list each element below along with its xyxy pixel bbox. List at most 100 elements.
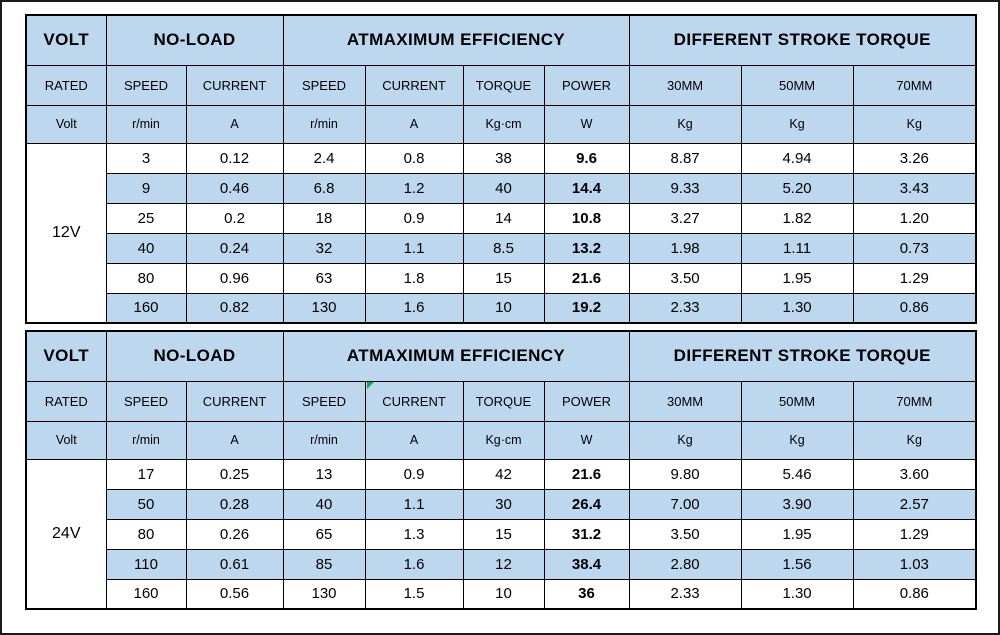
data-cell: 9.80 bbox=[628, 458, 742, 490]
data-cell: 1.30 bbox=[740, 578, 854, 610]
data-cell: 31.2 bbox=[543, 518, 630, 550]
unit-a-noload: A bbox=[185, 420, 284, 460]
data-cell: 1.95 bbox=[740, 262, 854, 294]
header-different-stroke-torque: DIFFERENT STROKE TORQUE bbox=[628, 14, 977, 66]
header-volt: VOLT bbox=[25, 14, 107, 66]
subheader-rated: RATED bbox=[25, 380, 107, 422]
data-cell: 1.5 bbox=[364, 578, 464, 610]
group-header-row: VOLT NO-LOAD ATMAXIMUM EFFICIENCY DIFFER… bbox=[25, 14, 977, 66]
sub-header-row: RATED SPEED CURRENT SPEED CURRENT TORQUE… bbox=[25, 64, 977, 106]
data-cell: 1.3 bbox=[364, 518, 464, 550]
unit-a-maxeff: A bbox=[364, 104, 464, 144]
data-cell: 19.2 bbox=[543, 292, 630, 324]
data-cell: 63 bbox=[282, 262, 366, 294]
data-cell: 14 bbox=[462, 202, 545, 234]
header-different-stroke-torque: DIFFERENT STROKE TORQUE bbox=[628, 330, 977, 382]
data-cell: 0.86 bbox=[852, 578, 977, 610]
data-cell: 1.29 bbox=[852, 518, 977, 550]
table-row: 40 0.24 32 1.1 8.5 13.2 1.98 1.11 0.73 bbox=[26, 232, 977, 264]
data-cell: 160 bbox=[105, 292, 187, 324]
data-cell: 1.1 bbox=[364, 232, 464, 264]
table-row: 110 0.61 85 1.6 12 38.4 2.80 1.56 1.03 bbox=[26, 548, 977, 580]
unit-rmin-noload: r/min bbox=[105, 104, 187, 144]
data-cell: 85 bbox=[282, 548, 366, 580]
data-cell: 8.5 bbox=[462, 232, 545, 264]
data-cell: 0.9 bbox=[364, 202, 464, 234]
data-cell: 40 bbox=[105, 232, 187, 264]
data-cell: 0.26 bbox=[185, 518, 284, 550]
data-cell: 38.4 bbox=[543, 548, 630, 580]
data-cell: 10 bbox=[462, 578, 545, 610]
data-cell: 130 bbox=[282, 578, 366, 610]
header-volt: VOLT bbox=[25, 330, 107, 382]
data-cell: 10.8 bbox=[543, 202, 630, 234]
data-cell: 0.73 bbox=[852, 232, 977, 264]
unit-a-noload: A bbox=[185, 104, 284, 144]
data-cell: 80 bbox=[105, 262, 187, 294]
data-cell: 9.33 bbox=[628, 172, 742, 204]
data-cell: 0.28 bbox=[185, 488, 284, 520]
data-cell: 8.87 bbox=[628, 142, 742, 174]
data-cell: 21.6 bbox=[543, 262, 630, 294]
data-cell: 25 bbox=[105, 202, 187, 234]
data-cell: 3.50 bbox=[628, 262, 742, 294]
data-cell: 3.50 bbox=[628, 518, 742, 550]
data-cell: 15 bbox=[462, 518, 545, 550]
data-cell: 0.9 bbox=[364, 458, 464, 490]
unit-rmin-noload: r/min bbox=[105, 420, 187, 460]
unit-kgcm: Kg·cm bbox=[462, 420, 545, 460]
comment-marker-icon bbox=[366, 382, 374, 389]
data-cell: 4.94 bbox=[740, 142, 854, 174]
unit-w: W bbox=[543, 104, 630, 144]
unit-volt: Volt bbox=[25, 104, 107, 144]
unit-kgcm: Kg·cm bbox=[462, 104, 545, 144]
sub-header-row: RATED SPEED CURRENT SPEED CURRENT TORQUE… bbox=[25, 380, 977, 422]
data-cell: 1.29 bbox=[852, 262, 977, 294]
data-cell: 26.4 bbox=[543, 488, 630, 520]
data-cell: 10 bbox=[462, 292, 545, 324]
data-cell: 42 bbox=[462, 458, 545, 490]
data-cell: 1.2 bbox=[364, 172, 464, 204]
data-cell: 3 bbox=[105, 142, 187, 174]
data-cell: 0.82 bbox=[185, 292, 284, 324]
table-row: 160 0.82 130 1.6 10 19.2 2.33 1.30 0.86 bbox=[26, 292, 977, 324]
data-cell: 1.20 bbox=[852, 202, 977, 234]
data-cell: 9 bbox=[105, 172, 187, 204]
data-cell: 32 bbox=[282, 232, 366, 264]
unit-rmin-maxeff: r/min bbox=[282, 104, 366, 144]
unit-kg-30: Kg bbox=[628, 420, 742, 460]
data-cell: 21.6 bbox=[543, 458, 630, 490]
data-cell: 160 bbox=[105, 578, 187, 610]
data-cell: 13.2 bbox=[543, 232, 630, 264]
data-cell: 15 bbox=[462, 262, 545, 294]
data-cell: 3.27 bbox=[628, 202, 742, 234]
data-cell: 2.4 bbox=[282, 142, 366, 174]
subheader-power: POWER bbox=[543, 64, 630, 106]
subheader-speed-noload: SPEED bbox=[105, 380, 187, 422]
data-cell: 40 bbox=[282, 488, 366, 520]
data-cell: 50 bbox=[105, 488, 187, 520]
data-cell: 1.8 bbox=[364, 262, 464, 294]
subheader-current-maxeff: CURRENT bbox=[364, 64, 464, 106]
data-cell: 30 bbox=[462, 488, 545, 520]
volt-span-cell-12v: 12V bbox=[25, 142, 107, 324]
subheader-current-maxeff: CURRENT bbox=[364, 380, 464, 422]
data-cell: 6.8 bbox=[282, 172, 366, 204]
data-cell: 9.6 bbox=[543, 142, 630, 174]
spec-table-24v: VOLT NO-LOAD ATMAXIMUM EFFICIENCY DIFFER… bbox=[25, 330, 978, 610]
data-cell: 0.8 bbox=[364, 142, 464, 174]
data-cell: 38 bbox=[462, 142, 545, 174]
data-cell: 12 bbox=[462, 548, 545, 580]
subheader-70mm: 70MM bbox=[852, 380, 977, 422]
subheader-torque: TORQUE bbox=[462, 64, 545, 106]
subheader-current-maxeff-label: CURRENT bbox=[382, 393, 446, 409]
data-cell: 3.60 bbox=[852, 458, 977, 490]
data-cell: 18 bbox=[282, 202, 366, 234]
unit-kg-70: Kg bbox=[852, 104, 977, 144]
data-cell: 2.80 bbox=[628, 548, 742, 580]
subheader-50mm: 50MM bbox=[740, 380, 854, 422]
data-cell: 80 bbox=[105, 518, 187, 550]
subheader-rated: RATED bbox=[25, 64, 107, 106]
data-cell: 130 bbox=[282, 292, 366, 324]
